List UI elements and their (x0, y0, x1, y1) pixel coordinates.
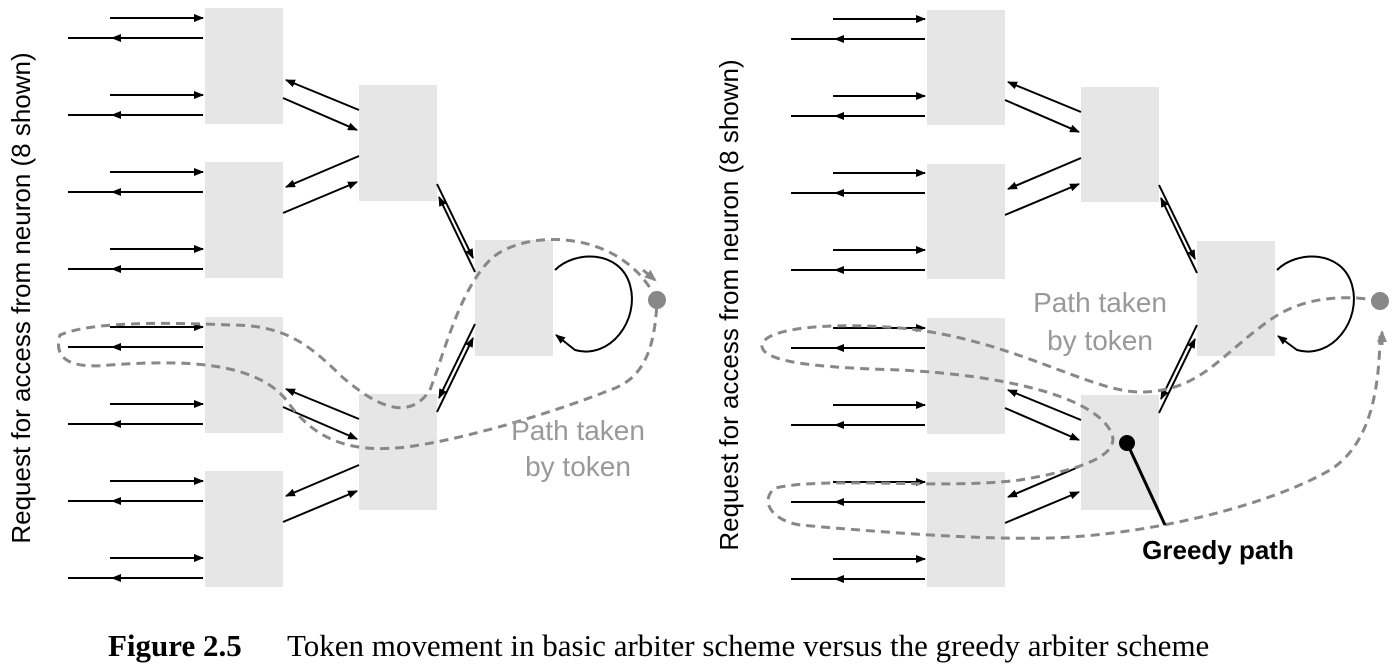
token-path-line (760, 296, 1382, 540)
arbiter-leaf-4 (927, 472, 1005, 587)
right-ylabel: Request for access from neuron (8 shown) (714, 59, 744, 550)
arbiter-leaf-2 (927, 164, 1005, 279)
request-arrows (68, 14, 633, 582)
arbiter-root (1197, 241, 1275, 356)
arbiter-leaf-3 (205, 317, 283, 433)
arbiter-leaf-1 (205, 8, 283, 124)
arbiter-mid-2 (1081, 395, 1159, 510)
left-ylabel: Request for access from neuron (8 shown) (6, 52, 36, 543)
token-path-line (56, 238, 659, 451)
arbiter-leaf-4 (205, 471, 283, 587)
arbiter-leaf-1 (927, 10, 1005, 125)
greedy-pointer (1125, 442, 1167, 526)
token-dot (648, 291, 666, 309)
greedy-dot (1119, 435, 1135, 451)
caption-number: Figure 2.5 (108, 628, 242, 663)
left-panel: Request for access from neuron (8 shown) (6, 8, 666, 587)
left-path-label-1: Path taken (511, 415, 645, 446)
arbiter-leaf-2 (205, 162, 283, 278)
greedy-label: Greedy path (1142, 535, 1294, 565)
arbiter-root (475, 240, 553, 356)
arbiter-mid-2 (359, 394, 437, 510)
left-path-label-2: by token (525, 451, 631, 482)
right-panel: Request for access from neuron (8 shown) (714, 10, 1389, 587)
caption-text: Token movement in basic arbiter scheme v… (287, 628, 1209, 663)
request-arrows (791, 15, 1355, 583)
arbiter-mid-1 (1081, 87, 1159, 202)
figure-caption: Figure 2.5 Token movement in basic arbit… (108, 628, 1209, 663)
arbiter-mid-1 (359, 85, 437, 201)
token-dot (1371, 292, 1389, 310)
token-path-arrow (642, 268, 657, 282)
right-path-label-1: Path taken (1033, 287, 1167, 318)
right-path-label-2: by token (1047, 325, 1153, 356)
